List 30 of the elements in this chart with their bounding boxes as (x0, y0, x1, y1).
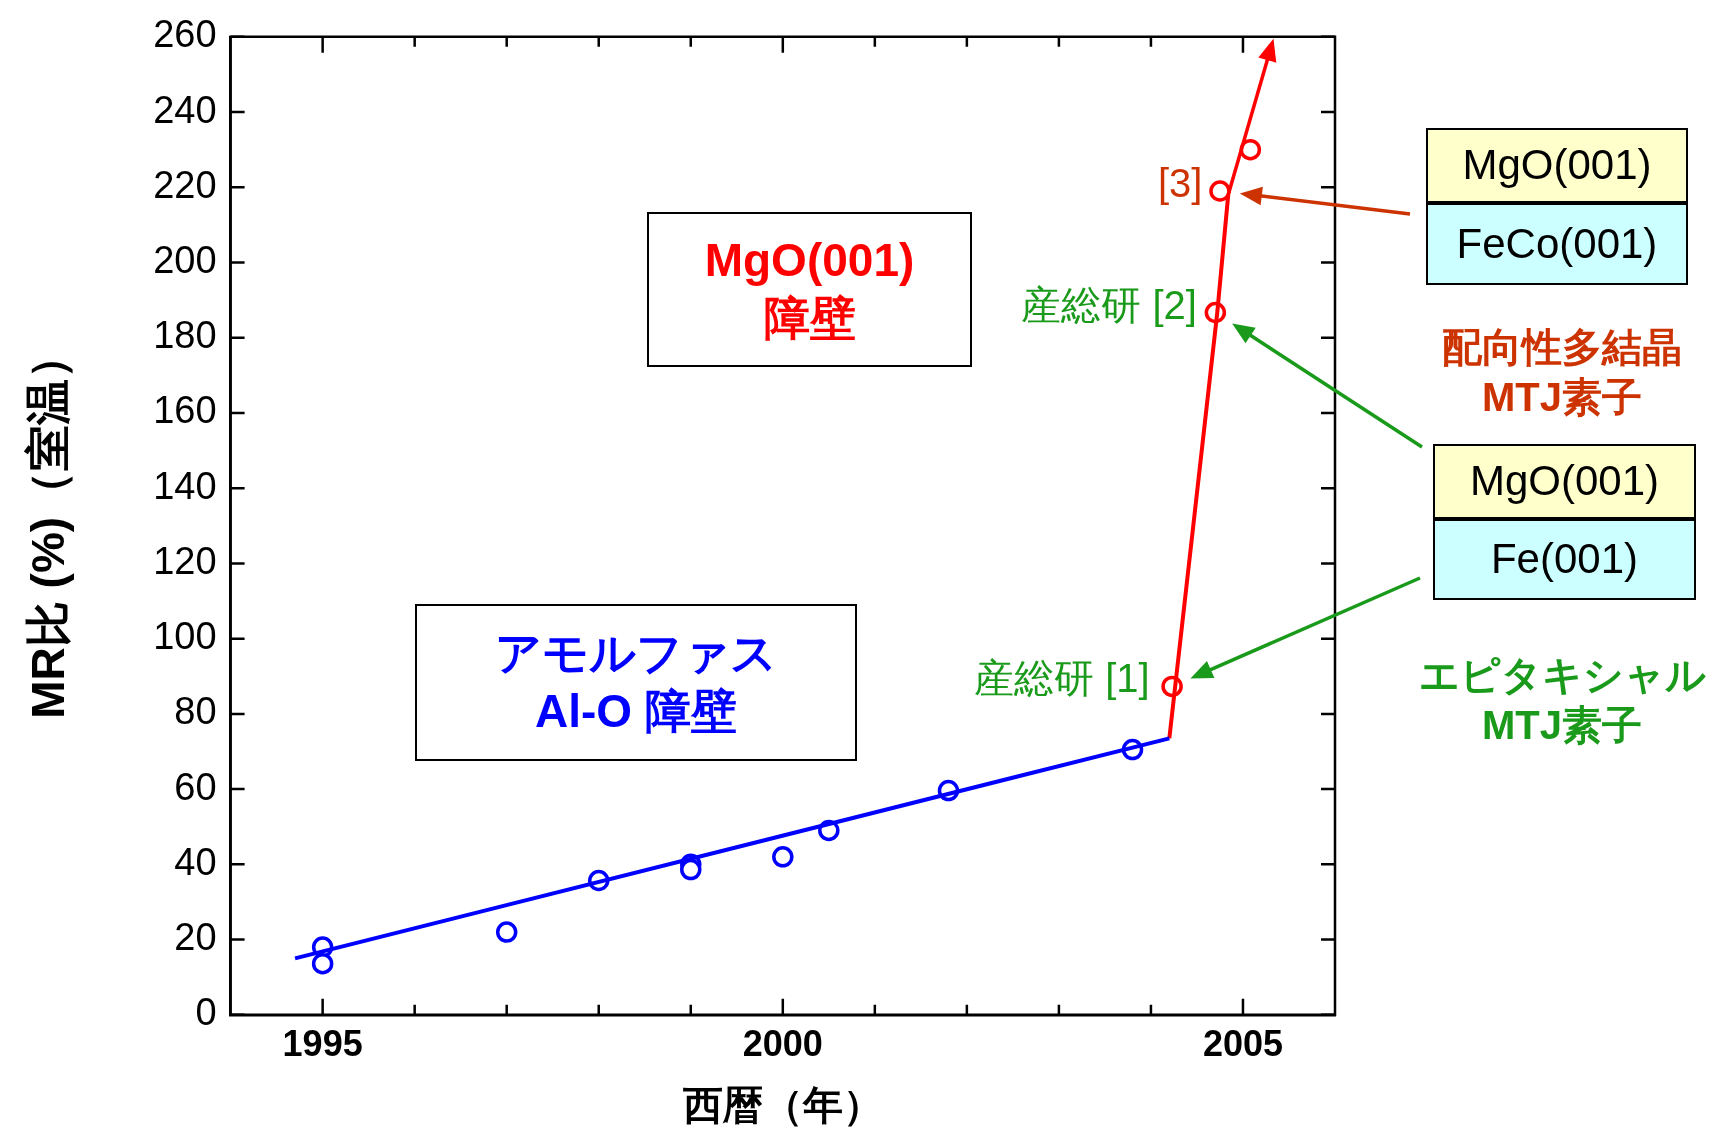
y-tick-label: 60 (174, 765, 217, 808)
text: 配向性多結晶 MTJ素子 (1442, 324, 1682, 421)
y-tick-label: 240 (153, 88, 217, 131)
y-tick-label: 180 (153, 314, 217, 357)
y-tick-label: 160 (153, 389, 217, 432)
y-tick-label: 20 (174, 916, 217, 959)
annotation: 産総研 [2] (1021, 281, 1197, 329)
text: MgO(001) (1433, 444, 1696, 519)
y-tick-label: 80 (174, 690, 217, 733)
y-tick-label: 0 (195, 991, 217, 1034)
annotation: アモルファス Al-O 障壁 (415, 604, 857, 761)
y-tick-label: 40 (174, 840, 217, 883)
text: FeCo(001) (1426, 203, 1688, 285)
text: MgO(001) (1426, 128, 1688, 203)
x-axis-title: 西暦（年） (681, 1083, 883, 1128)
y-tick-label: 260 (153, 13, 217, 56)
x-tick-label: 1995 (282, 1023, 363, 1065)
annotation: 産総研 [1] (974, 655, 1150, 703)
y-tick-label: 140 (153, 464, 217, 507)
y-tick-label: 200 (153, 238, 217, 281)
y-tick-label: 100 (153, 615, 217, 658)
text: Fe(001) (1433, 519, 1696, 600)
x-tick-label: 2005 (1202, 1023, 1284, 1065)
text: エピタキシャル MTJ素子 (1418, 652, 1706, 749)
y-tick-label: 120 (153, 539, 217, 582)
annotation: MgO(001) 障壁 (647, 212, 972, 367)
y-tick-label: 220 (153, 163, 217, 206)
x-tick-label: 2000 (742, 1023, 823, 1065)
annotation: [3] (1157, 160, 1203, 207)
y-axis-title: MR比 (%)（室温） (22, 332, 75, 719)
